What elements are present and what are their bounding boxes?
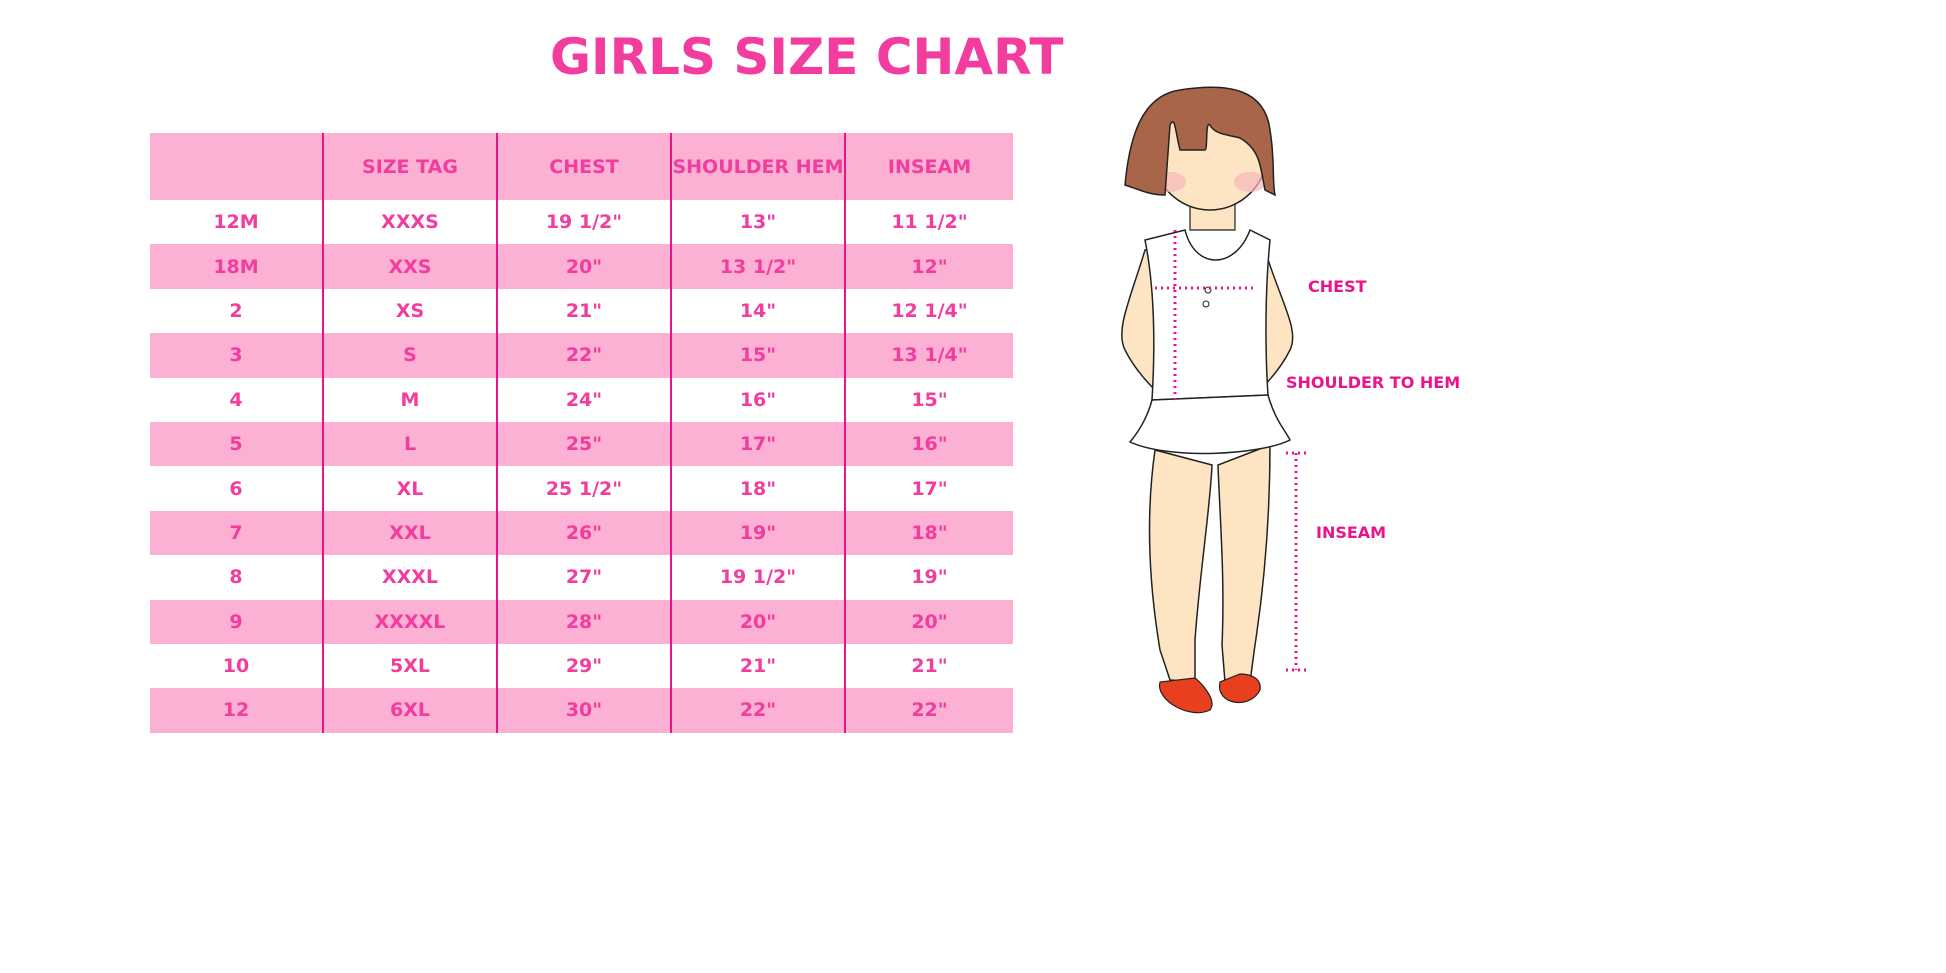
table-cell: 19 1/2" (670, 555, 845, 600)
table-cell: 25 1/2" (496, 466, 671, 511)
table-cell: 6 (229, 477, 243, 500)
table-cell: 13 1/2" (670, 244, 845, 289)
table-cell: 9 (229, 610, 243, 633)
table-row: 9 XXXXL 28" 20" 20" (150, 599, 1013, 644)
table-row: 5 L 25" 17" 16" (150, 421, 1013, 467)
girl-illustration (1121, 86, 1306, 714)
table-cell: XL (322, 466, 497, 511)
table-cell: 21" (844, 643, 1013, 689)
table-cell: 12" (844, 244, 1013, 289)
chest-label: CHEST (1308, 277, 1367, 296)
table-cell: 30" (496, 688, 671, 733)
table-cell: 19" (844, 555, 1013, 600)
right-shoe (1219, 673, 1261, 704)
table-cell: 4 (229, 388, 243, 411)
table-cell: 17" (844, 466, 1013, 511)
header-cell: INSEAM (844, 133, 1013, 200)
table-cell: 12 (222, 699, 250, 722)
table-cell: 6XL (322, 688, 497, 733)
table-cell: 5XL (322, 643, 497, 689)
table-row: 12M XXXS 19 1/2" 13" 11 1/2" (150, 200, 1013, 245)
table-row: 12 6XL 30" 22" 22" (150, 688, 1013, 733)
table-cell: 18M (213, 255, 259, 278)
header-cell: SIZE TAG (322, 133, 497, 200)
table-cell: 16" (844, 421, 1013, 467)
left-shoe (1159, 677, 1213, 714)
table-cell: 18" (670, 466, 845, 511)
inseam-label: INSEAM (1316, 523, 1387, 542)
table-cell: 3 (229, 344, 243, 367)
table-cell: 8 (229, 566, 243, 589)
table-cell: XXS (322, 244, 497, 289)
table-cell: 18" (844, 510, 1013, 556)
table-row: 3 S 22" 15" 13 1/4" (150, 333, 1013, 378)
table-row: 4 M 24" 16" 15" (150, 377, 1013, 422)
table-row: 18M XXS 20" 13 1/2" 12" (150, 244, 1013, 289)
table-cell: 17" (670, 421, 845, 467)
table-cell: 15" (844, 377, 1013, 422)
shoulder-to-hem-label: SHOULDER TO HEM (1286, 373, 1461, 392)
table-cell: 12 1/4" (844, 288, 1013, 334)
table-row: 6 XL 25 1/2" 18" 17" (150, 466, 1013, 511)
table-cell: 2 (229, 299, 243, 322)
table-cell: S (322, 333, 497, 378)
table-cell: 26" (496, 510, 671, 556)
table-cell: 20" (844, 599, 1013, 644)
table-cell: L (322, 421, 497, 467)
table-cell: 29" (496, 643, 671, 689)
table-cell: 14" (670, 288, 845, 334)
table-row: 7 XXL 26" 19" 18" (150, 510, 1013, 556)
table-cell: 22" (844, 688, 1013, 733)
header-cell: SHOULDER HEM (670, 133, 845, 200)
table-row: 2 XS 21" 14" 12 1/4" (150, 288, 1013, 334)
table-cell: 5 (229, 433, 243, 456)
table-cell: M (322, 377, 497, 422)
table-cell: 21" (670, 643, 845, 689)
table-cell: XXXXL (322, 599, 497, 644)
table-cell: 19 1/2" (496, 200, 671, 245)
table-cell: 27" (496, 555, 671, 600)
table-cell: 12M (213, 211, 259, 234)
table-cell: 11 1/2" (844, 200, 1013, 245)
table-cell: 7 (229, 521, 243, 544)
table-cell: 15" (670, 333, 845, 378)
table-header-row: SIZE TAG CHEST SHOULDER HEM INSEAM (150, 133, 1013, 200)
table-cell: 22" (670, 688, 845, 733)
table-cell: 19" (670, 510, 845, 556)
table-cell: 20" (670, 599, 845, 644)
table-cell: 25" (496, 421, 671, 467)
table-cell: XS (322, 288, 497, 334)
table-cell: 24" (496, 377, 671, 422)
table-cell: 22" (496, 333, 671, 378)
table-cell: 13 1/4" (844, 333, 1013, 378)
header-cell (150, 133, 323, 200)
table-cell: 13" (670, 200, 845, 245)
table-cell: 28" (496, 599, 671, 644)
table-cell: 21" (496, 288, 671, 334)
table-cell: 16" (670, 377, 845, 422)
page-title: GIRLS SIZE CHART (550, 28, 1064, 86)
table-row: 10 5XL 29" 21" 21" (150, 643, 1013, 689)
table-cell: XXXL (322, 555, 497, 600)
hair (1124, 86, 1277, 197)
table-cell: 10 (222, 655, 250, 678)
table-cell: XXXS (322, 200, 497, 245)
table-row: 8 XXXL 27" 19 1/2" 19" (150, 555, 1013, 600)
table-cell: 20" (496, 244, 671, 289)
table-cell: XXL (322, 510, 497, 556)
header-cell: CHEST (496, 133, 671, 200)
size-table: SIZE TAG CHEST SHOULDER HEM INSEAM 12M XX… (150, 133, 1013, 733)
